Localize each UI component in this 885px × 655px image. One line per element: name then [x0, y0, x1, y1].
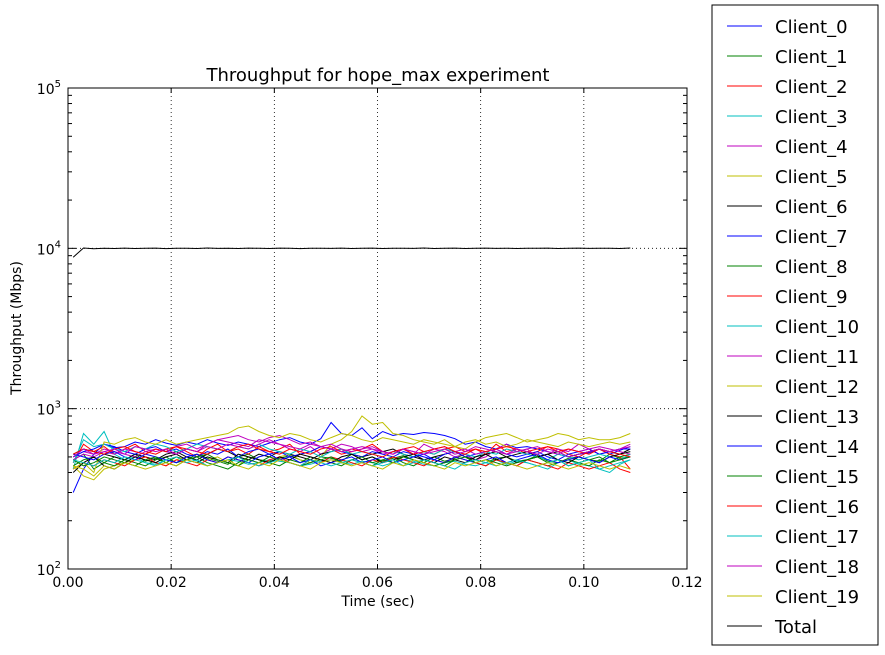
series-line-client-9: [72, 456, 631, 473]
y-tick-exponent: 4: [55, 239, 61, 250]
legend-label: Client_10: [775, 317, 859, 338]
legend-label: Client_17: [775, 527, 859, 548]
x-tick-label: 0.06: [362, 575, 393, 591]
x-tick-label: 0.08: [465, 575, 496, 591]
legend-label: Client_0: [775, 17, 848, 38]
y-tick-label: 102: [37, 560, 61, 579]
series-lines: [72, 247, 631, 493]
legend-label: Client_3: [775, 107, 848, 128]
legend: Client_0 Client_1 Client_2 Client_3 Client_4…: [711, 4, 879, 646]
series-line-client-18: [72, 439, 631, 458]
y-axis-label: Throughput (Mbps): [9, 261, 25, 396]
y-tick-base: 10: [37, 82, 55, 98]
series-line-client-5: [72, 415, 631, 481]
series-line-client-12: [72, 425, 631, 474]
x-axis-label: Time (sec): [340, 594, 414, 610]
legend-label: Client_16: [775, 497, 859, 518]
y-tick-exponent: 5: [55, 79, 61, 90]
legend-label: Client_5: [775, 167, 848, 188]
legend-label: Client_12: [775, 377, 859, 398]
y-tick-base: 10: [37, 242, 55, 258]
legend-frame: [711, 4, 879, 646]
y-tick-exponent: 2: [55, 560, 61, 571]
y-tick-base: 10: [37, 563, 55, 579]
y-tick-label: 103: [37, 400, 61, 419]
legend-label: Client_15: [775, 467, 859, 488]
series-line-client-19: [73, 459, 631, 477]
y-tick-base: 10: [37, 403, 55, 419]
legend-label: Client_11: [775, 347, 859, 368]
legend-label: Client_14: [775, 437, 859, 458]
x-tick-label: 0.02: [156, 575, 187, 591]
legend-label: Client_4: [775, 137, 848, 158]
series-line-total: [72, 247, 631, 258]
x-tick-label: 0.10: [568, 575, 599, 591]
y-tick-label: 104: [37, 239, 61, 258]
legend-label: Client_9: [775, 287, 848, 308]
legend-label: Client_6: [775, 197, 848, 218]
legend-label: Client_18: [775, 557, 859, 578]
legend-label: Client_8: [775, 257, 848, 278]
legend-label: Total: [774, 617, 817, 638]
legend-label: Client_13: [775, 407, 859, 428]
y-tick-exponent: 3: [55, 400, 61, 411]
legend-label: Client_7: [775, 227, 848, 248]
x-tick-label: 0.00: [52, 575, 83, 591]
legend-label: Client_19: [775, 587, 859, 608]
chart-title: Throughput for hope_max experiment: [206, 65, 550, 86]
x-tick-label: 0.12: [671, 575, 702, 591]
y-tick-label: 105: [37, 79, 61, 98]
x-tick-label: 0.04: [259, 575, 290, 591]
legend-label: Client_2: [775, 77, 848, 98]
legend-label: Client_1: [775, 47, 848, 68]
grid-lines: [68, 88, 687, 569]
